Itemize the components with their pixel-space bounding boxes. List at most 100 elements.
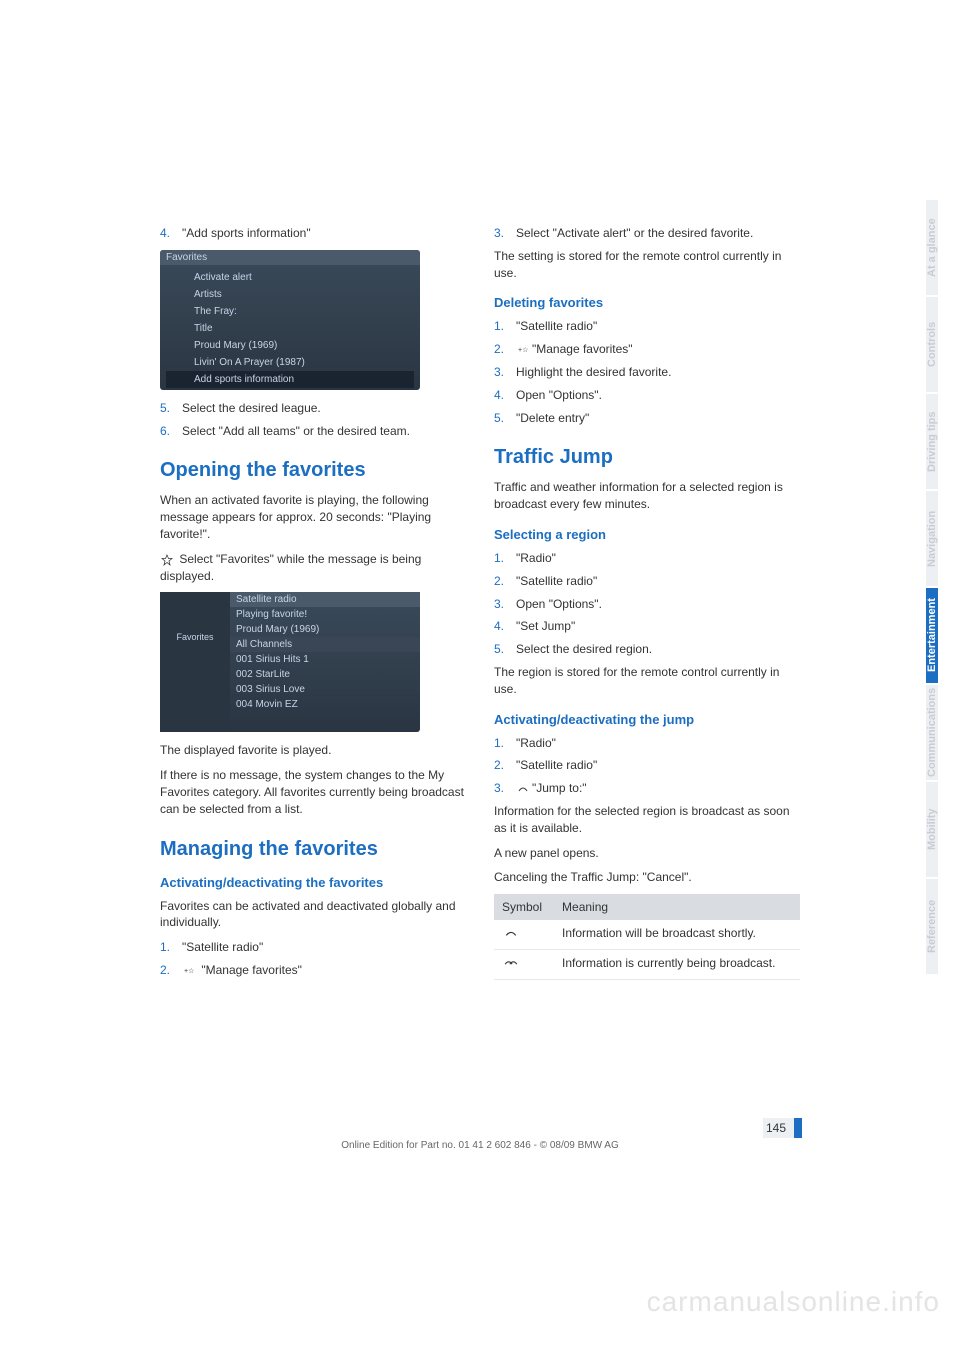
- body-text: Favorites can be activated and deactivat…: [160, 898, 466, 932]
- body-text: If there is no message, the system chang…: [160, 767, 466, 817]
- subheading-deleting-favorites: Deleting favorites: [494, 295, 800, 310]
- body-text: Traffic and weather information for a se…: [494, 479, 800, 513]
- screenshot-row: Artists: [166, 286, 414, 303]
- table-header-symbol: Symbol: [494, 894, 554, 920]
- select-step: 3.Open "Options".: [494, 596, 800, 613]
- step-number: 2.: [494, 573, 516, 590]
- select-step: 5.Select the desired region.: [494, 641, 800, 658]
- step-text: Select "Add all teams" or the desired te…: [182, 423, 410, 440]
- star-icon: [160, 554, 174, 566]
- subheading-activating-jump: Activating/deactivating the jump: [494, 712, 800, 727]
- step-5: 5. Select the desired league.: [160, 400, 466, 417]
- delete-step: 5."Delete entry": [494, 410, 800, 427]
- step-number: 1.: [494, 550, 516, 567]
- screenshot-row-selected: Add sports information: [166, 371, 414, 388]
- screenshot-row: 004 Movin EZ: [230, 697, 420, 712]
- table-header-meaning: Meaning: [554, 894, 800, 920]
- body-text: The setting is stored for the remote con…: [494, 248, 800, 282]
- delete-step: 4.Open "Options".: [494, 387, 800, 404]
- screenshot-title: Satellite radio: [230, 592, 420, 607]
- step-text: "Set Jump": [516, 618, 575, 635]
- screenshot-sidebar: Favorites: [160, 592, 230, 732]
- step-number: 4.: [160, 225, 182, 242]
- step-number: 5.: [494, 410, 516, 427]
- screenshot-row: 003 Sirius Love: [230, 682, 420, 697]
- select-step: 4."Set Jump": [494, 618, 800, 635]
- screenshot-row: Proud Mary (1969): [230, 622, 420, 637]
- heading-traffic-jump: Traffic Jump: [494, 446, 800, 469]
- step-text: Highlight the desired favorite.: [516, 364, 671, 381]
- screenshot-subheader: All Channels: [230, 637, 420, 652]
- step-number: 4.: [494, 387, 516, 404]
- favorites-screenshot: Favorites Activate alert Artists The Fra…: [160, 250, 420, 390]
- symbol-cell: [494, 950, 554, 980]
- step-text: +☆"Manage favorites": [516, 341, 633, 358]
- meaning-cell: Information is currently being broadcast…: [554, 950, 800, 980]
- step-number: 4.: [494, 618, 516, 635]
- symbol-table: Symbol Meaning Information will be broad…: [494, 894, 800, 980]
- body-text: When an activated favorite is playing, t…: [160, 492, 466, 542]
- tab-driving-tips[interactable]: Driving tips: [926, 394, 938, 489]
- step-text: "Add sports information": [182, 225, 311, 242]
- tab-controls[interactable]: Controls: [926, 297, 938, 392]
- step-number: 3.: [494, 364, 516, 381]
- step-number: 1.: [494, 318, 516, 335]
- screenshot-row: Livin' On A Prayer (1987): [166, 354, 414, 371]
- screenshot-title: Favorites: [160, 250, 420, 265]
- table-row: Information will be broadcast shortly.: [494, 920, 800, 950]
- step-number: 2.: [494, 757, 516, 774]
- step-text: "Jump to:": [516, 780, 587, 797]
- left-column: 4. "Add sports information" Favorites Ac…: [160, 225, 466, 985]
- tab-mobility[interactable]: Mobility: [926, 782, 938, 877]
- screenshot-row: 002 StarLite: [230, 667, 420, 682]
- symbol-cell: [494, 920, 554, 950]
- page-number: 145: [763, 1118, 794, 1138]
- delete-step: 3.Highlight the desired favorite.: [494, 364, 800, 381]
- step-number: 3.: [494, 596, 516, 613]
- body-text: The region is stored for the remote cont…: [494, 664, 800, 698]
- screenshot-row: Title: [166, 320, 414, 337]
- step-text: Select the desired league.: [182, 400, 321, 417]
- screenshot-row: Playing favorite!: [230, 607, 420, 622]
- body-text: Canceling the Traffic Jump: "Cancel".: [494, 869, 800, 886]
- satellite-radio-screenshot: Favorites Satellite radio Playing favori…: [160, 592, 420, 732]
- step-number: 1.: [160, 939, 182, 956]
- manage-step-2: 2. +☆ "Manage favorites": [160, 962, 466, 979]
- step-4: 4. "Add sports information": [160, 225, 466, 242]
- jump-step: 1."Radio": [494, 735, 800, 752]
- table-row: Information is currently being broadcast…: [494, 950, 800, 980]
- step-text: "Delete entry": [516, 410, 589, 427]
- step-text: "Radio": [516, 735, 556, 752]
- step-number: 1.: [494, 735, 516, 752]
- delete-step: 1."Satellite radio": [494, 318, 800, 335]
- screenshot-row: The Fray:: [166, 303, 414, 320]
- tab-entertainment[interactable]: Entertainment: [926, 588, 938, 683]
- tab-navigation[interactable]: Navigation: [926, 491, 938, 586]
- step-text: Open "Options".: [516, 596, 602, 613]
- step-3: 3. Select "Activate alert" or the desire…: [494, 225, 800, 242]
- svg-text:+☆: +☆: [184, 967, 194, 975]
- body-text: The displayed favorite is played.: [160, 742, 466, 759]
- tab-communications[interactable]: Communications: [926, 685, 938, 780]
- step-text: Open "Options".: [516, 387, 602, 404]
- step-text: Select the desired region.: [516, 641, 652, 658]
- body-text: Select "Favorites" while the message is …: [160, 551, 466, 585]
- select-step: 2."Satellite radio": [494, 573, 800, 590]
- step-number: 3.: [494, 225, 516, 242]
- heading-managing-favorites: Managing the favorites: [160, 838, 466, 861]
- body-text: Information for the selected region is b…: [494, 803, 800, 837]
- tab-reference[interactable]: Reference: [926, 879, 938, 974]
- step-number: 5.: [160, 400, 182, 417]
- step-text: "Radio": [516, 550, 556, 567]
- broadcast-active-icon: [502, 956, 520, 970]
- svg-text:+☆: +☆: [518, 346, 528, 354]
- tab-at-a-glance[interactable]: At a glance: [926, 200, 938, 295]
- side-tabs: At a glance Controls Driving tips Naviga…: [926, 200, 960, 976]
- subheading-selecting-region: Selecting a region: [494, 527, 800, 542]
- broadcast-pending-icon: [502, 926, 520, 940]
- step-number: 2.: [494, 341, 516, 358]
- jump-step: 2."Satellite radio": [494, 757, 800, 774]
- step-number: 5.: [494, 641, 516, 658]
- step-text: "Satellite radio": [516, 318, 597, 335]
- watermark: carmanualsonline.info: [647, 1286, 940, 1318]
